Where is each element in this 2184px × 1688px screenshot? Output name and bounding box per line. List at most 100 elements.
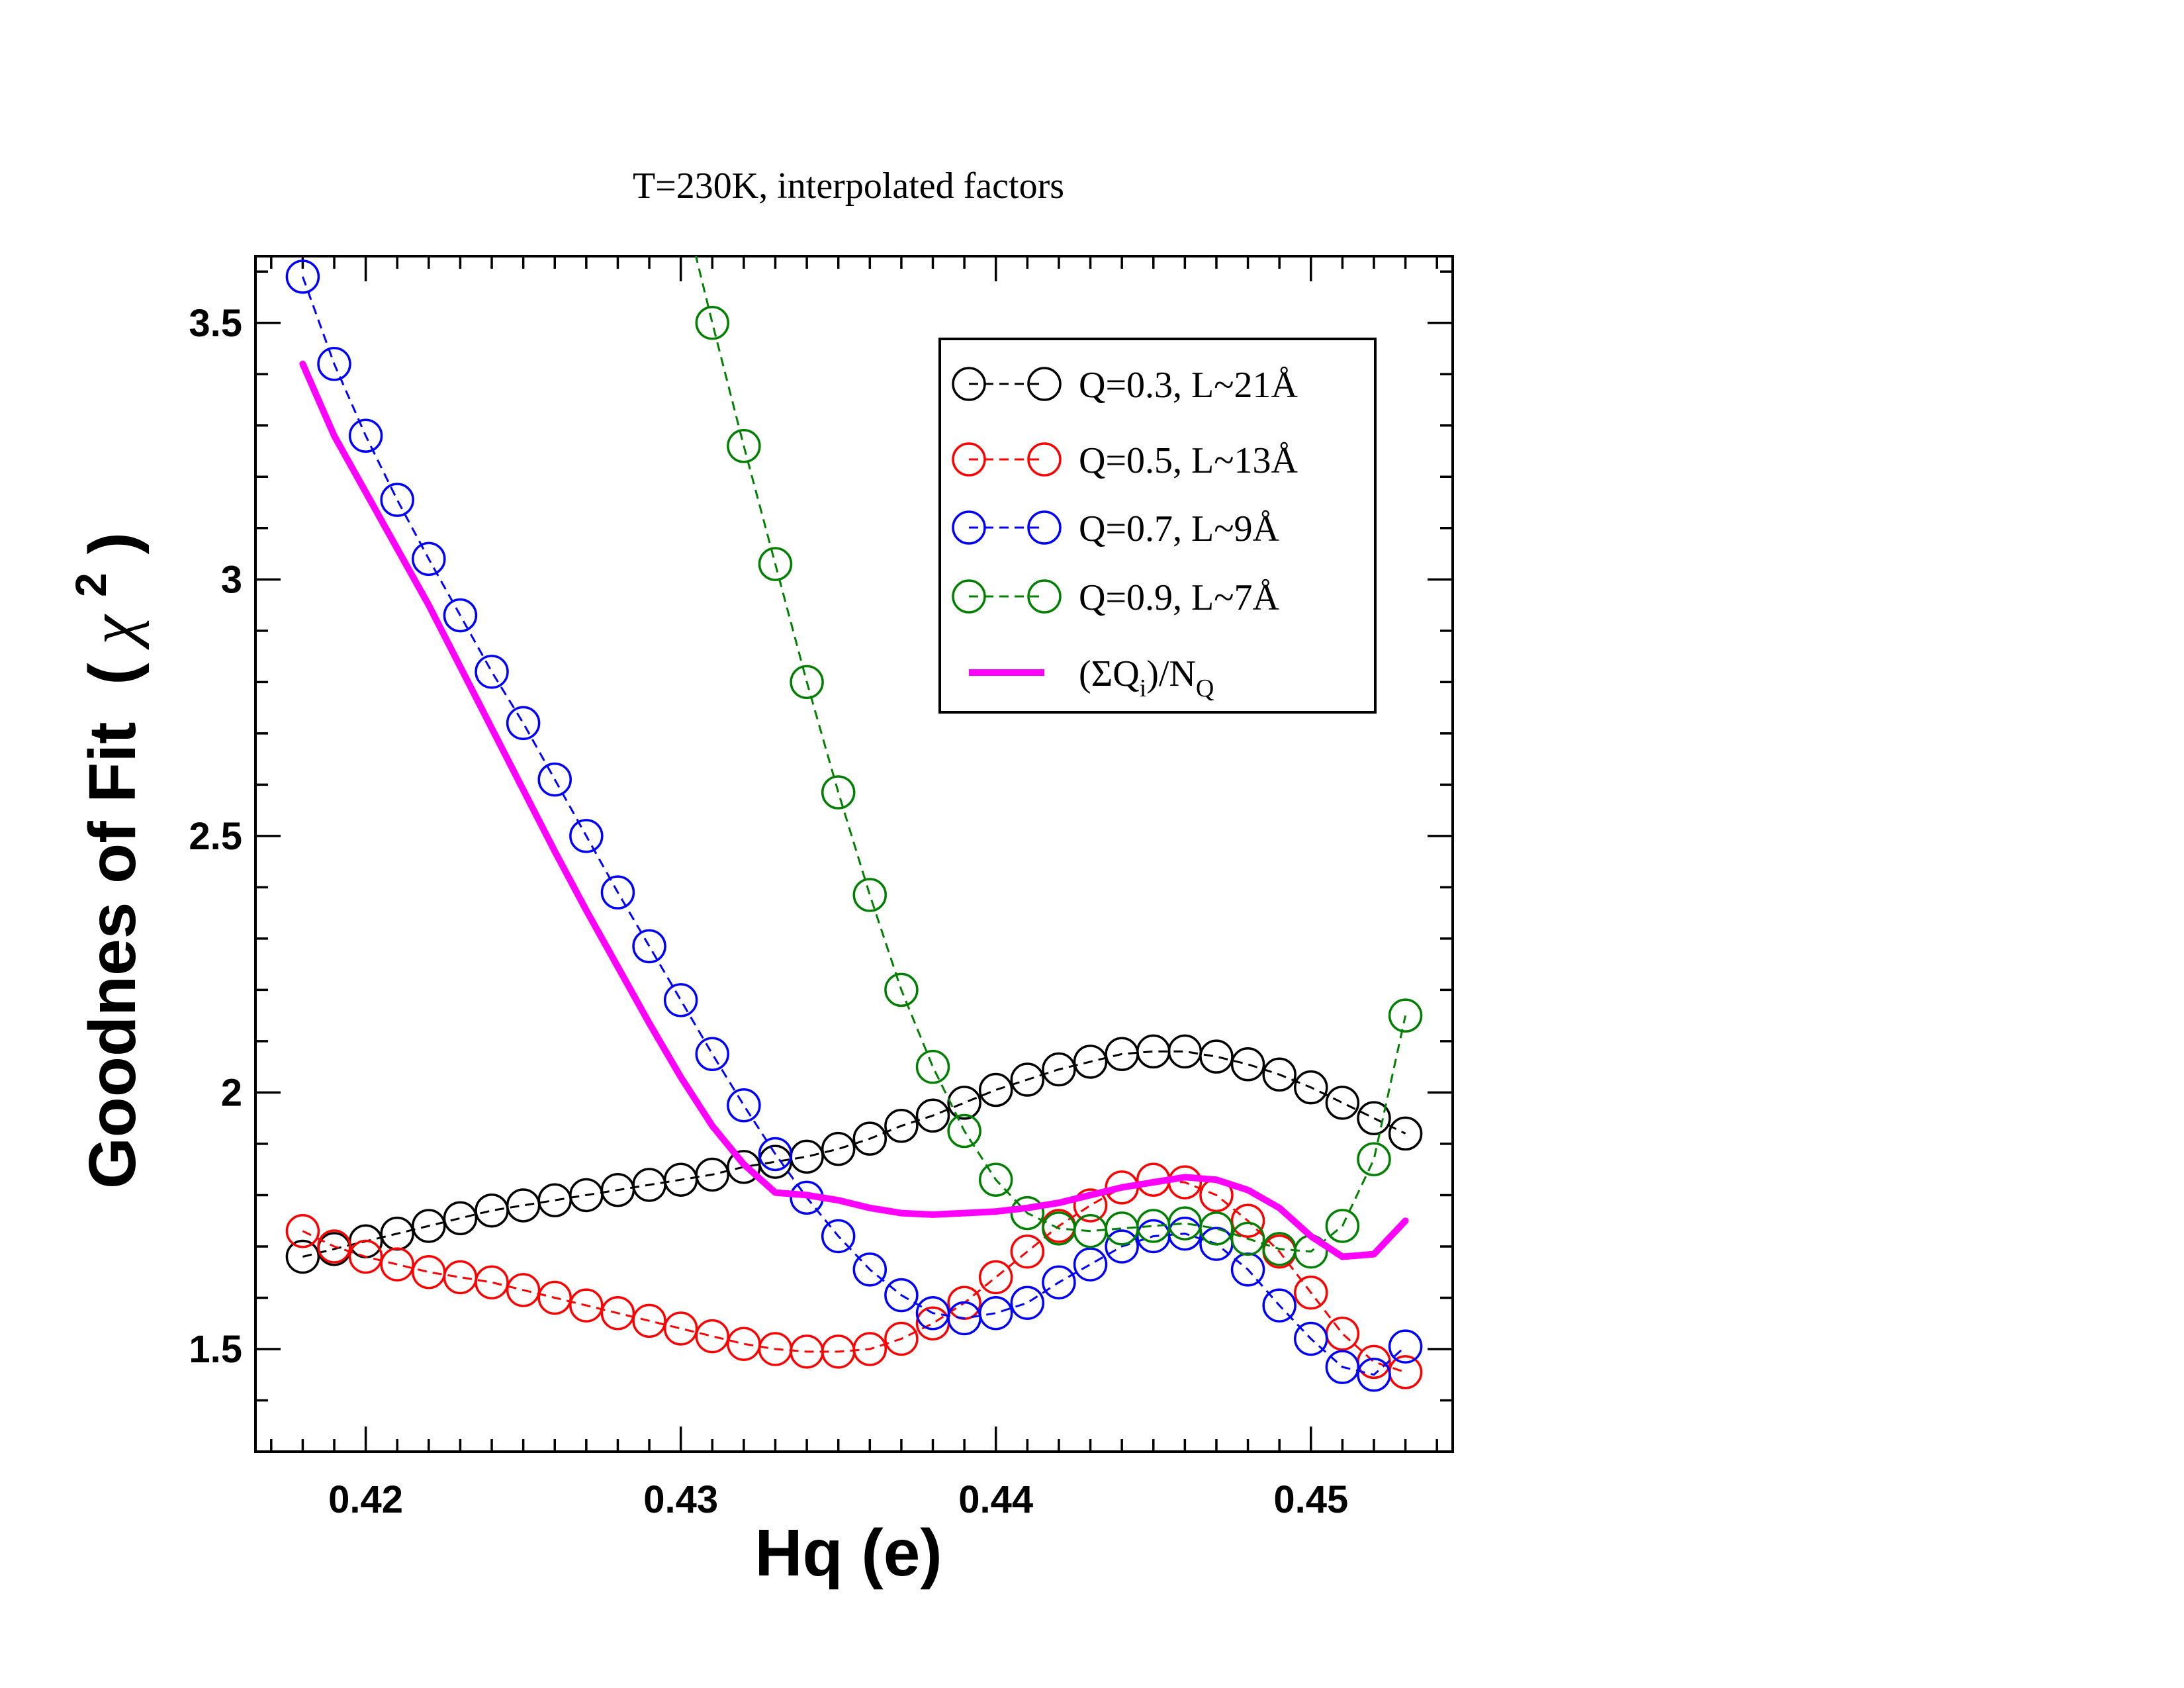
data-point (727, 1327, 761, 1361)
data-point (915, 1049, 950, 1084)
series-group (694, 256, 1423, 1269)
series-group (299, 360, 1409, 1260)
data-point (915, 1098, 950, 1133)
data-point (727, 429, 761, 463)
legend-box (938, 338, 1377, 714)
data-point (506, 706, 541, 741)
legend-swatch-marker (952, 510, 986, 545)
data-point (1325, 1209, 1360, 1243)
legend-label-part: )/N (1146, 653, 1196, 694)
data-point (1294, 1275, 1328, 1310)
data-point (1230, 1203, 1265, 1238)
data-point (1388, 998, 1423, 1033)
data-point (600, 1295, 635, 1331)
y-tick-label: 1.5 (189, 1328, 242, 1371)
data-point (1073, 1247, 1108, 1282)
data-point (1325, 1350, 1360, 1384)
data-point (1262, 1288, 1297, 1323)
data-point (1073, 1045, 1108, 1079)
legend-label-subscript: i (1140, 675, 1147, 702)
data-point (663, 1311, 698, 1346)
legend-swatch-marker (1027, 579, 1062, 614)
data-point (537, 1280, 572, 1315)
data-point (1073, 1188, 1108, 1223)
x-tick-label: 0.44 (958, 1478, 1033, 1521)
y-tick-label: 3 (221, 558, 242, 601)
y-tick-label: 2 (221, 1071, 242, 1114)
data-point (412, 1254, 446, 1289)
data-point (285, 259, 320, 294)
data-point (852, 1252, 887, 1287)
data-point (1325, 1316, 1360, 1351)
data-point (852, 878, 887, 912)
data-point (632, 929, 666, 964)
legend-label: Q=0.5, L~13Å (1079, 440, 1298, 481)
data-point (1388, 1355, 1423, 1389)
y-tick-label: 2.5 (189, 815, 242, 858)
data-point (978, 1162, 1013, 1197)
data-point (443, 1201, 478, 1236)
axis-tick-labels: 0.42 0.43 0.44 0.45 1.5 2 2.5 3 3.5 (189, 302, 1348, 1521)
data-point (663, 983, 698, 1017)
data-point (412, 541, 446, 577)
data-point (1010, 1234, 1045, 1269)
data-point (1388, 1116, 1423, 1151)
data-point (884, 1109, 919, 1143)
y-axis-label-superscript: 2 (66, 573, 115, 597)
data-point (1199, 1211, 1234, 1246)
chart-title: T=230K, interpolated factors (633, 165, 1064, 207)
data-point (758, 1137, 793, 1172)
data-point (412, 1209, 446, 1243)
series-line (301, 276, 1406, 1376)
x-tick-label: 0.42 (328, 1478, 403, 1521)
data-point (758, 1145, 793, 1179)
x-axis-label: Hq (e) (754, 1516, 942, 1590)
data-point (380, 483, 414, 517)
y-axis-label: Goodnes of Fit ( χ 2 ) (66, 532, 150, 1189)
data-point (1042, 1265, 1076, 1299)
legend-label-part: (ΣQ (1079, 653, 1140, 694)
series-line (694, 256, 1407, 1253)
data-point (884, 1321, 919, 1356)
data-point (1230, 1221, 1265, 1256)
data-point (537, 1183, 572, 1217)
data-point (443, 598, 478, 633)
series-group (285, 259, 1423, 1392)
data-point (317, 1229, 351, 1264)
y-axis-label-symbol: χ (76, 614, 150, 651)
data-point (821, 1131, 856, 1166)
data-point (1010, 1062, 1045, 1097)
data-point (695, 1319, 730, 1354)
data-point (475, 1193, 509, 1228)
series-line (299, 360, 1409, 1260)
y-axis-label-text: Goodnes of Fit (75, 722, 150, 1189)
data-point (978, 1260, 1013, 1295)
data-point (852, 1121, 887, 1156)
x-tick-label: 0.43 (643, 1478, 718, 1521)
data-point (947, 1113, 981, 1149)
data-point (506, 1188, 541, 1223)
data-point (1357, 1101, 1391, 1135)
legend-swatch-marker (952, 442, 986, 477)
data-point (1230, 1047, 1265, 1082)
data-point (506, 1273, 541, 1307)
data-point (1294, 1321, 1328, 1356)
chart-series-layer (285, 256, 1423, 1392)
data-point (852, 1332, 887, 1366)
data-point (475, 1265, 509, 1299)
legend: Q=0.3, L~21Å Q=0.5, L~13Å Q=0.7, L~9Å Q=0.9… (938, 338, 1377, 714)
data-point (285, 1239, 320, 1274)
data-point (1010, 1286, 1045, 1320)
legend-swatch-marker (1027, 510, 1062, 545)
data-point (569, 819, 604, 853)
data-point (1199, 1039, 1234, 1074)
data-point (632, 1303, 666, 1338)
series-group (285, 1162, 1423, 1389)
data-point (884, 1278, 919, 1313)
data-point (947, 1086, 981, 1120)
plot-frame (254, 255, 1454, 1453)
legend-label: Q=0.9, L~7Å (1079, 577, 1280, 618)
data-point (1388, 1329, 1423, 1364)
data-point (978, 1072, 1013, 1107)
data-point (1010, 1196, 1045, 1231)
